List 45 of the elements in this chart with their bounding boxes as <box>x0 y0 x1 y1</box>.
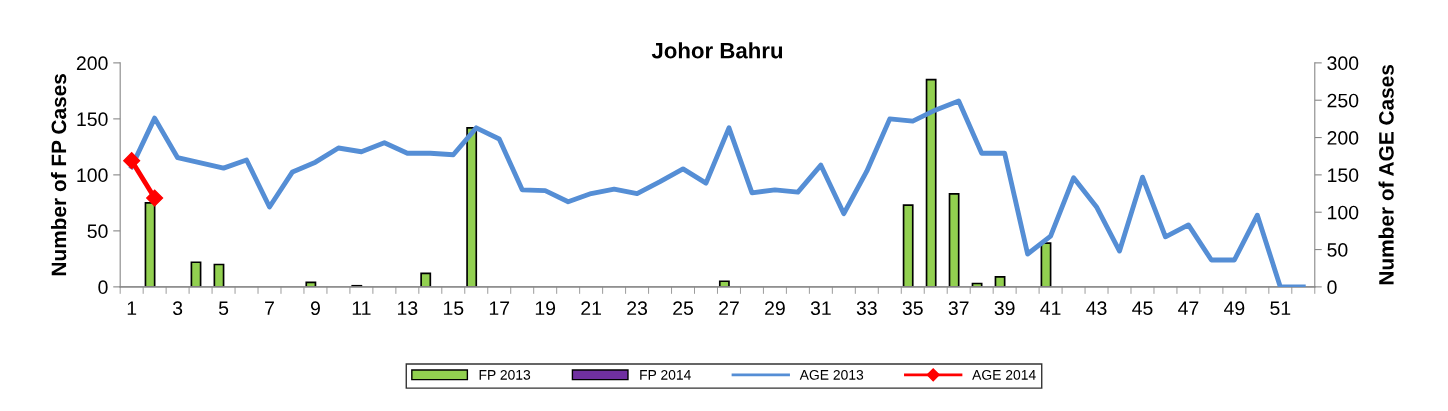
x-tick-label: 9 <box>310 301 320 316</box>
x-tick-label: 37 <box>948 301 969 316</box>
y2-tick-label: 50 <box>1327 243 1348 257</box>
y-tick-label: 50 <box>87 224 108 239</box>
x-tick-label: 5 <box>218 301 229 316</box>
y2-tick-label: 250 <box>1327 93 1359 108</box>
x-tick-label: 19 <box>535 301 556 316</box>
x-tick-label: 17 <box>489 301 510 315</box>
y2-tick-label: 0 <box>1327 280 1337 295</box>
y2-tick-label: 300 <box>1327 56 1359 71</box>
x-tick-label: 1 <box>127 301 137 315</box>
x-tick-label: 49 <box>1224 301 1245 316</box>
x-tick-label: 13 <box>398 301 418 316</box>
x-tick-label: 31 <box>810 301 831 316</box>
y-axis-title: Number of FP Cases <box>50 74 67 276</box>
x-tick-label: 11 <box>352 301 371 315</box>
x-tick-label: 29 <box>765 301 785 316</box>
y-tick-label: 100 <box>77 168 108 183</box>
y-tick-label: 150 <box>77 112 108 127</box>
y2-tick-label: 100 <box>1328 205 1359 220</box>
legend-label: FP 2014 <box>640 369 691 380</box>
legend-label: FP 2013 <box>479 369 531 380</box>
x-tick-label: 41 <box>1040 301 1061 315</box>
x-tick-label: 39 <box>994 301 1015 316</box>
chart-title: Johor Bahru <box>651 42 783 59</box>
x-tick-label: 25 <box>673 301 694 316</box>
x-tick-label: 21 <box>581 301 601 315</box>
x-tick-label: 27 <box>719 301 739 315</box>
x-tick-label: 7 <box>265 301 274 315</box>
legend-label: AGE 2014 <box>972 369 1036 380</box>
x-tick-label: 3 <box>172 301 183 316</box>
x-tick-label: 45 <box>1132 301 1153 316</box>
y2-tick-label: 200 <box>1327 131 1359 145</box>
x-tick-label: 33 <box>856 301 877 316</box>
y2-tick-label: 150 <box>1328 168 1359 183</box>
x-tick-label: 15 <box>443 301 464 316</box>
x-tick-label: 43 <box>1086 301 1107 316</box>
legend-label: AGE 2013 <box>799 369 864 380</box>
x-tick-label: 47 <box>1178 301 1199 315</box>
y-tick-label: 0 <box>98 280 108 295</box>
x-tick-label: 35 <box>902 301 923 316</box>
y-tick-label: 200 <box>76 56 108 71</box>
x-tick-label: 51 <box>1270 301 1291 316</box>
y2-axis-title: Number of AGE Cases <box>1378 64 1394 285</box>
x-tick-label: 23 <box>627 301 648 316</box>
